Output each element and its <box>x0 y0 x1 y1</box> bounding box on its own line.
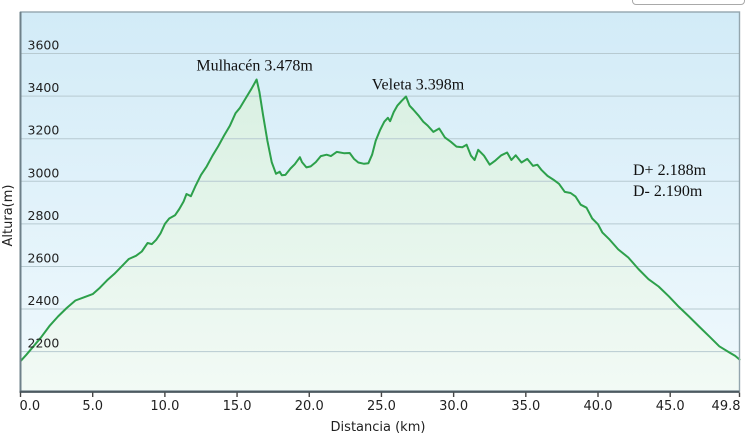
peak-annotation-1: Veleta 3.398m <box>372 77 465 94</box>
dminus-value: D- 2.190m <box>633 183 703 200</box>
plot-frame <box>19 11 741 393</box>
y-tick-label-2200: 2200 <box>28 336 60 351</box>
y-tick-label-2800: 2800 <box>28 208 60 223</box>
y-tick-label-3600: 3600 <box>28 38 60 53</box>
y-tick-label-3000: 3000 <box>28 165 60 180</box>
x-tick-label-5.0: 5.0 <box>82 399 103 414</box>
y-tick-label-2600: 2600 <box>28 250 60 265</box>
x-axis-title: Distancia (km) <box>331 420 426 435</box>
x-tick-label-20.0: 20.0 <box>295 399 324 414</box>
x-tick-label-30.0: 30.0 <box>439 399 468 414</box>
top-right-partial-control[interactable] <box>632 0 745 5</box>
x-tick-label-49.8: 49.8 <box>712 399 741 414</box>
x-tick-label-25.0: 25.0 <box>367 399 396 414</box>
peak-annotation-0: Mulhacén 3.478m <box>196 57 313 74</box>
peak-annotations: Mulhacén 3.478m Veleta 3.398m <box>196 57 464 93</box>
x-tick-label-0.0: 0.0 <box>20 399 41 414</box>
y-tick-label-3400: 3400 <box>28 80 60 95</box>
y-axis-title: Altura(m) <box>1 185 16 247</box>
x-tick-label-35.0: 35.0 <box>511 399 540 414</box>
y-axis-labels: 2200 2400 2600 2800 3000 3200 3400 3600 <box>28 38 60 351</box>
gridlines <box>20 53 740 353</box>
elevation-line <box>19 78 741 363</box>
elevation-gain-stats: D+ 2.188m D- 2.190m <box>633 160 706 202</box>
elevation-line-path <box>19 78 741 363</box>
y-tick-label-2400: 2400 <box>28 293 60 308</box>
dplus-value: D+ 2.188m <box>633 162 707 179</box>
elevation-area <box>20 79 740 391</box>
x-tick-label-40.0: 40.0 <box>584 399 613 414</box>
x-axis-labels: 0.0 5.0 10.0 15.0 20.0 25.0 30.0 35.0 40.0 45.0 49… <box>20 392 741 414</box>
x-tick-label-10.0: 10.0 <box>150 399 179 414</box>
y-tick-label-3200: 3200 <box>28 123 60 138</box>
axis-titles: Distancia (km) Altura(m) <box>1 185 425 435</box>
elevation-area-fill <box>20 79 740 391</box>
x-tick-label-15.0: 15.0 <box>223 399 252 414</box>
x-tick-label-45.0: 45.0 <box>656 399 685 414</box>
